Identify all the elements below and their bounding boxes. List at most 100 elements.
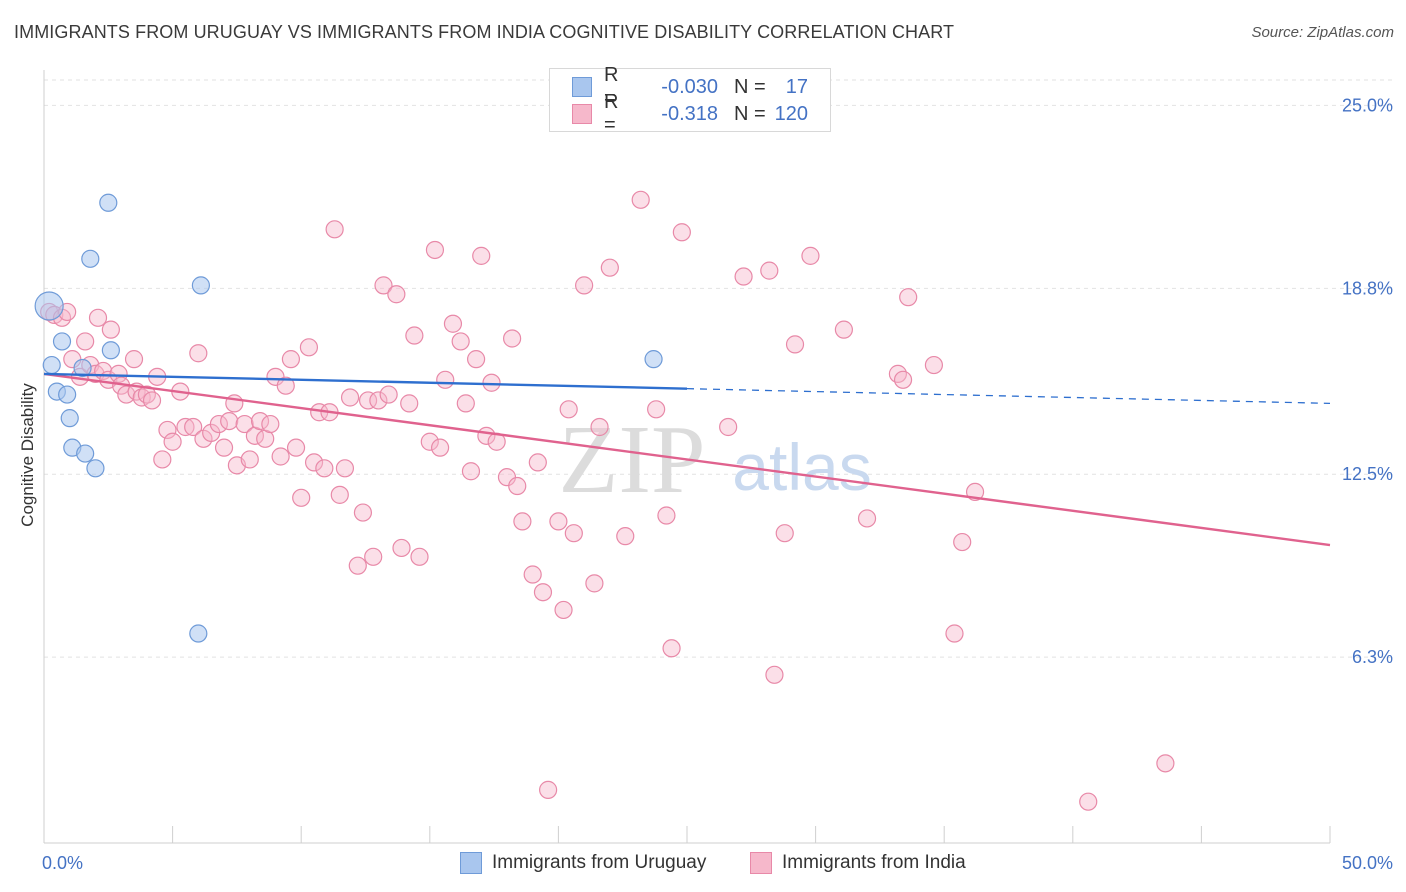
india-point bbox=[176, 417, 195, 437]
india-point bbox=[945, 624, 964, 643]
uruguay-swatch bbox=[572, 77, 592, 97]
india-point bbox=[304, 453, 324, 472]
uruguay-swatch bbox=[460, 852, 482, 874]
trend-lines bbox=[43, 372, 1331, 547]
india-point bbox=[184, 417, 203, 437]
n-value: 17 bbox=[785, 75, 808, 98]
india-point bbox=[533, 583, 553, 602]
india-point bbox=[451, 332, 470, 351]
india-point bbox=[888, 364, 908, 383]
india-point bbox=[523, 565, 542, 584]
india-point bbox=[261, 414, 280, 434]
uruguay-trend-extension bbox=[686, 387, 1331, 405]
uruguay-point bbox=[58, 385, 77, 404]
india-legend-label: Immigrants from India bbox=[782, 852, 966, 873]
india-point bbox=[132, 388, 151, 407]
india-point bbox=[616, 527, 635, 546]
r-value: -0.318 bbox=[661, 102, 718, 125]
india-point bbox=[508, 476, 527, 496]
uruguay-point bbox=[73, 358, 92, 378]
india-point bbox=[1156, 754, 1175, 773]
india-trend-line bbox=[43, 372, 1331, 547]
uruguay-point bbox=[60, 409, 79, 428]
india-point bbox=[924, 355, 944, 375]
india-point bbox=[456, 394, 475, 413]
india-point bbox=[528, 453, 547, 472]
uruguay-point bbox=[81, 249, 100, 268]
india-point bbox=[137, 385, 156, 404]
india-point bbox=[1079, 792, 1098, 811]
india-point bbox=[220, 411, 239, 431]
india-point bbox=[286, 438, 306, 457]
india-point bbox=[466, 350, 486, 369]
source-label: Source: ZipAtlas.com bbox=[1251, 24, 1394, 41]
india-point bbox=[299, 338, 319, 357]
india-point bbox=[348, 556, 367, 575]
y-tick-label: 6.3% bbox=[1352, 647, 1393, 667]
india-point bbox=[330, 485, 349, 504]
india-point bbox=[564, 524, 583, 543]
india-point bbox=[271, 447, 290, 466]
india-point bbox=[834, 320, 853, 339]
india-point bbox=[109, 364, 128, 383]
india-point bbox=[400, 394, 419, 413]
india-point bbox=[353, 503, 373, 522]
india-point bbox=[369, 391, 388, 410]
x-tick-label: 50.0% bbox=[1342, 853, 1393, 873]
chart-title: IMMIGRANTS FROM URUGUAY VS IMMIGRANTS FR… bbox=[14, 22, 955, 42]
uruguay-point bbox=[42, 355, 61, 375]
uruguay-point bbox=[52, 332, 72, 351]
uruguay-point bbox=[34, 291, 64, 321]
india-point bbox=[101, 320, 120, 339]
india-point bbox=[76, 332, 95, 351]
india-point bbox=[325, 220, 344, 239]
india-point bbox=[364, 547, 383, 566]
uruguay-point bbox=[189, 624, 208, 643]
y-tick-label: 18.8% bbox=[1342, 278, 1393, 298]
india-point bbox=[765, 665, 784, 684]
n-value: 120 bbox=[774, 102, 808, 125]
legend: R = -0.030 N = 17 R = -0.318 N = 120 bbox=[549, 64, 831, 136]
india-point bbox=[503, 329, 522, 348]
india-point bbox=[430, 438, 450, 457]
india-point bbox=[250, 411, 270, 431]
india-point bbox=[405, 326, 424, 345]
india-point bbox=[335, 459, 355, 478]
india-point bbox=[292, 488, 311, 507]
india-point bbox=[801, 246, 820, 265]
india-point bbox=[387, 285, 406, 304]
india-point bbox=[379, 385, 398, 404]
india-point bbox=[953, 532, 972, 552]
india-point bbox=[893, 370, 913, 389]
india-point bbox=[88, 308, 108, 327]
y-tick-label: 12.5% bbox=[1342, 464, 1393, 484]
r-label: R = bbox=[604, 91, 619, 136]
legend-row-uruguay: R = -0.030 N = 17 bbox=[572, 64, 808, 109]
r-value: -0.030 bbox=[661, 75, 718, 98]
india-point bbox=[163, 432, 182, 451]
india-point bbox=[600, 258, 619, 277]
india-point bbox=[672, 223, 691, 242]
india-point bbox=[857, 509, 877, 528]
watermark-zip: ZIP bbox=[559, 406, 706, 514]
india-point bbox=[775, 524, 794, 543]
watermark-atlas: atlas bbox=[732, 430, 871, 504]
india-point bbox=[425, 240, 445, 260]
uruguay-point bbox=[644, 350, 663, 369]
india-point bbox=[461, 462, 481, 481]
india-point bbox=[657, 506, 676, 525]
india-point bbox=[647, 400, 666, 419]
x-tick-label: 0.0% bbox=[42, 853, 83, 873]
india-point bbox=[358, 391, 378, 410]
india-point bbox=[281, 350, 301, 369]
india-point bbox=[472, 246, 491, 265]
bottom-legend-uruguay: Immigrants from Uruguay bbox=[460, 852, 706, 874]
india-point bbox=[420, 432, 439, 451]
india-point bbox=[662, 639, 681, 658]
india-point bbox=[276, 376, 295, 395]
india-point bbox=[554, 600, 573, 620]
india-point bbox=[482, 373, 501, 392]
india-point bbox=[549, 512, 568, 531]
india-point bbox=[760, 261, 779, 280]
axes bbox=[43, 70, 1331, 844]
